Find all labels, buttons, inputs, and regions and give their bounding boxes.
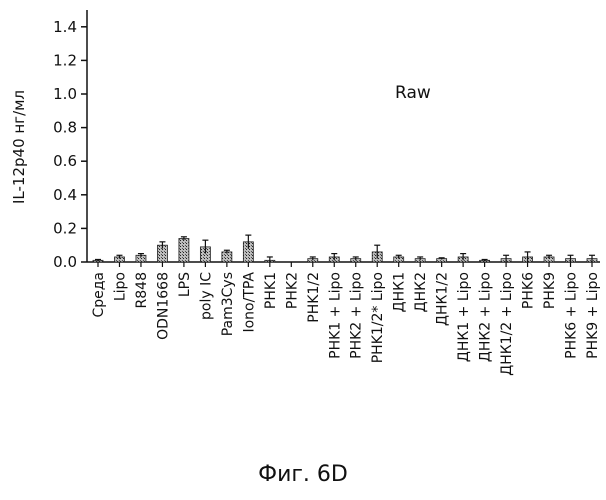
x-tick-label: PHK1 + Lipo <box>327 272 343 359</box>
x-tick-label: PHK9 + Lipo <box>585 272 601 359</box>
bars <box>93 235 597 262</box>
x-tick-label: Lipo <box>112 272 128 301</box>
x-tick-label: PHK2 + Lipo <box>349 272 365 359</box>
y-tick-label: 1.2 <box>53 51 77 69</box>
y-tick-label: 1.4 <box>53 18 77 36</box>
figure-caption: Фиг. 6D <box>0 462 606 487</box>
x-axis <box>87 262 600 267</box>
y-axis: 0.0 0.2 0.4 0.6 0.8 1.0 1.2 1.4 <box>53 10 87 271</box>
y-tick-label: 0.8 <box>53 119 77 137</box>
chart-annotation: Raw <box>395 83 431 103</box>
y-tick-label: 1.0 <box>53 85 77 103</box>
x-tick-label: PHK2 <box>284 272 300 309</box>
x-tick-label: PHK9 <box>542 272 558 309</box>
x-tick-label: R848 <box>134 272 150 308</box>
x-tick-label: ODN1668 <box>155 272 171 340</box>
x-tick-label: PHK1 <box>263 272 279 309</box>
bar <box>179 238 189 262</box>
y-tick-label: 0.0 <box>53 253 77 271</box>
x-tick-label: Среда <box>91 272 107 318</box>
y-tick-label: 0.4 <box>53 186 77 204</box>
y-tick-label: 0.2 <box>53 219 77 237</box>
x-tick-label: poly IC <box>198 272 214 320</box>
x-tick-label: PHK6 + Lipo <box>564 272 580 359</box>
x-tick-label: ДНК1/2 <box>435 272 451 326</box>
x-tick-label: ДНК1 + Lipo <box>456 272 472 362</box>
chart-area: 0.0 0.2 0.4 0.6 0.8 1.0 1.2 1.4 Среда Lipo R848 OD… <box>0 0 606 500</box>
x-tick-label: ДНК2 <box>413 272 429 312</box>
x-tick-label: ДНК1/2 + Lipo <box>499 272 515 376</box>
y-tick-label: 0.6 <box>53 152 77 170</box>
y-axis-label: IL-12p40 нг/мл <box>10 90 28 204</box>
x-tick-label: PHK1/2 <box>306 272 322 323</box>
bar-chart: 0.0 0.2 0.4 0.6 0.8 1.0 1.2 1.4 Среда Lipo R848 OD… <box>0 0 606 460</box>
x-tick-label: PHK6 <box>521 272 537 309</box>
x-tick-label: ДНК1 <box>392 272 408 312</box>
x-tick-label: LPS <box>177 272 193 297</box>
x-tick-labels: Среда Lipo R848 ODN1668 LPS poly IC Pam3Cys Ion… <box>91 272 601 376</box>
x-tick-label: Pam3Cys <box>220 272 236 336</box>
x-tick-label: PHK1/2* Lipo <box>370 272 386 363</box>
x-tick-label: ДНК2 + Lipo <box>478 272 494 362</box>
x-tick-label: Iono/TPA <box>241 272 257 333</box>
